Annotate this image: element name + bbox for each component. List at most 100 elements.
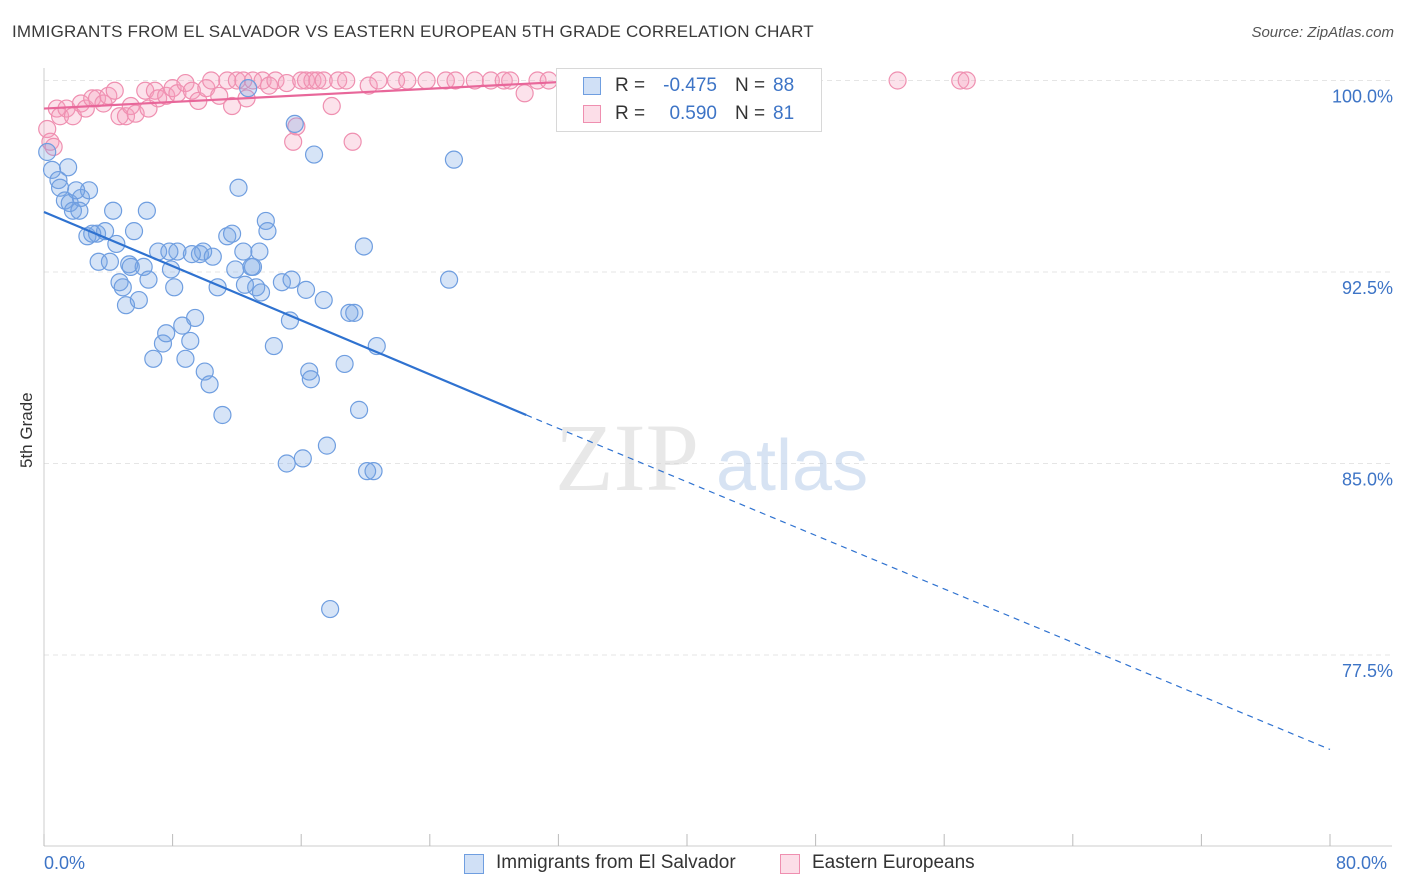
legend-swatch-pink	[583, 105, 601, 123]
data-point	[38, 142, 57, 162]
data-point	[277, 73, 296, 93]
data-point	[349, 400, 369, 419]
data-point	[266, 71, 285, 90]
data-point	[439, 270, 459, 289]
data-point	[285, 114, 304, 134]
data-point	[105, 81, 124, 100]
data-point	[284, 132, 303, 151]
data-point	[235, 275, 255, 294]
data-point	[340, 303, 359, 322]
data-point	[229, 178, 248, 197]
data-point	[251, 283, 271, 302]
data-point	[343, 132, 362, 151]
data-point	[186, 308, 205, 328]
trend-line-el-salvador	[43, 210, 527, 417]
trend-line-eastern-europeans	[43, 76, 639, 110]
data-point	[153, 334, 173, 353]
data-point	[121, 257, 140, 276]
data-point	[218, 71, 237, 90]
data-point	[200, 375, 219, 394]
y-tick-label: 100.0%	[1332, 87, 1393, 107]
trend-lines	[43, 76, 1331, 751]
data-point	[222, 96, 242, 116]
source-credit: Source: ZipAtlas.com	[1251, 24, 1394, 41]
data-point	[41, 132, 60, 151]
axes	[43, 68, 1392, 847]
data-point	[203, 247, 222, 266]
y-tick-label: 92.5%	[1342, 278, 1393, 298]
data-point	[218, 227, 237, 246]
data-point	[59, 158, 78, 177]
legend-r-value: -0.475	[663, 75, 717, 96]
legend-n-value: 81	[773, 103, 795, 124]
data-point	[202, 71, 221, 90]
data-point	[957, 71, 976, 90]
legend-row-eastern-europeans: R = 0.590 N = 81	[557, 101, 821, 129]
data-point	[250, 242, 269, 261]
data-point	[139, 270, 158, 289]
data-point	[345, 303, 364, 322]
legend-swatch-blue	[583, 77, 601, 95]
legend-row-el-salvador: R = -0.475 N = 88	[557, 73, 821, 101]
data-point	[239, 79, 258, 98]
data-point	[247, 278, 266, 297]
data-point	[157, 324, 176, 343]
watermark-zip: ZIP	[555, 404, 699, 511]
legend-n-value: 88	[773, 75, 795, 96]
data-point	[444, 150, 464, 169]
data-point	[282, 270, 301, 289]
data-point	[234, 242, 253, 261]
legend-label: Immigrants from El Salvador	[496, 852, 736, 873]
data-point	[49, 170, 68, 190]
data-point	[354, 237, 373, 256]
data-point	[129, 290, 148, 310]
data-point	[417, 71, 436, 90]
data-point	[258, 222, 277, 241]
grid-lines	[44, 80, 1392, 656]
legend-n-label: N =	[735, 75, 766, 96]
data-point	[222, 224, 242, 243]
legend-r-label: R =	[615, 103, 646, 124]
y-tick-label: 77.5%	[1342, 661, 1393, 681]
chart-title: IMMIGRANTS FROM EL SALVADOR VS EASTERN E…	[12, 22, 814, 41]
series-legend: Immigrants from El Salvador Eastern Euro…	[0, 852, 1406, 878]
data-point	[137, 201, 156, 220]
data-point	[446, 71, 465, 90]
data-point	[300, 362, 319, 381]
data-point	[176, 349, 195, 368]
data-point	[296, 280, 316, 299]
data-point	[100, 252, 120, 271]
legend-swatch-blue	[464, 854, 484, 874]
data-point	[317, 436, 337, 455]
data-point	[951, 71, 970, 90]
data-point	[76, 99, 95, 118]
data-point	[539, 71, 558, 90]
data-point	[104, 201, 123, 220]
data-point	[182, 81, 201, 100]
data-point	[364, 462, 383, 481]
data-point	[70, 201, 89, 220]
data-point	[501, 71, 520, 90]
data-point	[314, 71, 333, 90]
legend-r-label: R =	[615, 75, 646, 96]
data-point	[182, 245, 201, 264]
data-point	[242, 257, 261, 276]
data-point	[194, 242, 213, 261]
data-point	[213, 405, 232, 425]
data-point	[79, 181, 99, 200]
data-point	[314, 290, 333, 310]
data-point	[165, 278, 184, 297]
data-point	[67, 181, 86, 200]
data-point	[337, 71, 356, 90]
data-point	[465, 71, 484, 90]
data-point	[226, 260, 245, 279]
legend-r-value: 0.590	[669, 103, 717, 124]
data-point	[398, 71, 417, 90]
data-point	[181, 331, 200, 351]
data-point	[321, 599, 340, 619]
data-point	[277, 454, 296, 473]
y-tick-labels: 100.0% 92.5% 85.0% 77.5%	[1332, 87, 1393, 682]
watermark: ZIP atlas	[555, 404, 868, 511]
trend-line-el-salvador-extension	[526, 414, 1331, 751]
